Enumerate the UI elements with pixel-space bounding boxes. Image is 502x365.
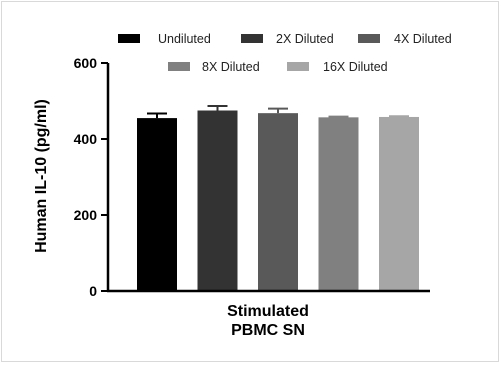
legend: Undiluted 2X Diluted 4X Diluted 8X Dilut… <box>118 32 452 74</box>
legend-swatch-8x-diluted <box>168 62 190 71</box>
legend-swatch-16x-diluted <box>287 62 309 71</box>
y-tick-label-600: 600 <box>74 55 98 71</box>
legend-label-2x-diluted: 2X Diluted <box>276 32 334 46</box>
y-tick-label-0: 0 <box>89 283 97 299</box>
legend-swatch-4x-diluted <box>358 34 380 43</box>
x-axis-title-line1: Stimulated <box>227 303 309 320</box>
error-bar-16x-diluted <box>389 115 409 118</box>
error-bar-4x-diluted <box>268 107 288 114</box>
error-bar-8x-diluted <box>328 115 349 118</box>
error-bar-2x-diluted <box>207 104 228 111</box>
bar-2x-diluted <box>197 110 238 291</box>
bar-4x-diluted <box>258 113 298 291</box>
legend-swatch-2x-diluted <box>241 34 263 43</box>
legend-label-4x-diluted: 4X Diluted <box>394 32 452 46</box>
legend-label-8x-diluted: 8X Diluted <box>202 60 260 74</box>
bars <box>137 110 419 292</box>
error-bar-undiluted <box>147 112 167 119</box>
bar-undiluted <box>137 118 177 291</box>
y-tick-label-200: 200 <box>74 207 98 223</box>
legend-label-16x-diluted: 16X Diluted <box>323 60 388 74</box>
y-tick-label-400: 400 <box>74 131 98 147</box>
x-axis-title-line2: PBMC SN <box>231 322 305 339</box>
y-ticks: 0 200 400 600 <box>74 55 108 299</box>
bar-16x-diluted <box>379 116 419 292</box>
bar-8x-diluted <box>318 117 359 291</box>
legend-label-undiluted: Undiluted <box>158 32 211 46</box>
legend-swatch-undiluted <box>118 34 140 43</box>
error-bars <box>147 104 409 119</box>
y-axis-title: Human IL-10 (pg/ml) <box>33 99 50 253</box>
